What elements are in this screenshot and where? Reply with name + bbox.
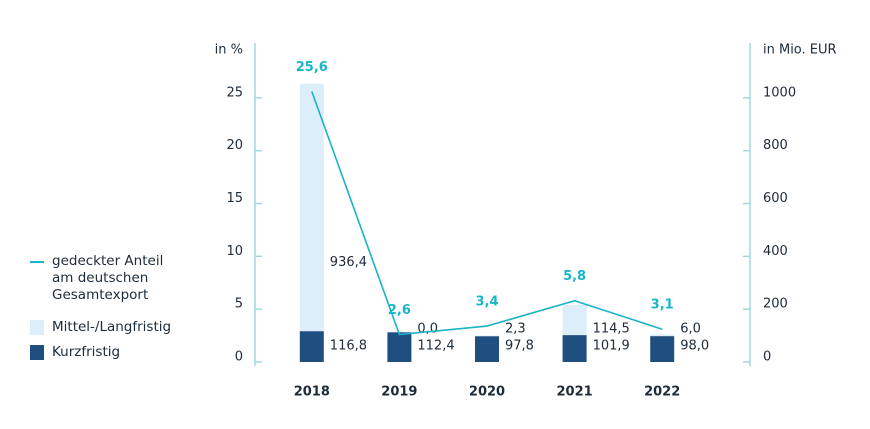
line-value-label: 5,8: [563, 269, 586, 284]
bar: [650, 336, 675, 362]
line: [311, 91, 663, 336]
value-label: 101,9: [593, 339, 630, 354]
legend-swatch: [30, 261, 44, 263]
value-label: 936,4: [330, 255, 367, 270]
y2-tick-label: 1000: [763, 85, 796, 100]
value-label: 6,0: [680, 322, 701, 337]
value-label: 97,8: [505, 339, 534, 354]
bar: [387, 332, 412, 362]
line-value-label: 3,1: [651, 298, 674, 313]
line-value-label: 25,6: [296, 60, 328, 75]
bar: [562, 304, 587, 336]
y-tick-label: 0: [235, 350, 243, 365]
y2-tick-label: 0: [763, 350, 771, 365]
x-tick-label: 2020: [469, 385, 505, 400]
y2-axis-label: in Mio. EUR: [763, 43, 837, 58]
y2-tick-label: 600: [763, 191, 788, 206]
y-tick-label: 20: [226, 138, 243, 153]
y-tick-label: 25: [226, 85, 243, 100]
bar: [562, 335, 587, 362]
bar: [475, 335, 499, 337]
value-label: 112,4: [417, 339, 454, 354]
value-label: 116,8: [330, 339, 367, 354]
legend-label: gedeckter Anteil am deutschen Gesamtexpo…: [52, 253, 164, 303]
legend-item: Mittel-/Langfristig: [30, 319, 222, 336]
bar: [650, 334, 675, 337]
y-tick-label: 15: [226, 191, 243, 206]
legend-label: Kurzfristig: [52, 344, 121, 360]
line-value-label: 3,4: [475, 295, 498, 310]
bar: [299, 331, 324, 362]
value-label: 0,0: [417, 322, 438, 337]
y2-tick-label: 400: [763, 244, 788, 259]
y2-tick-label: 200: [763, 297, 788, 312]
bar: [475, 336, 499, 362]
y2-tick-label: 800: [763, 138, 788, 153]
value-label: 98,0: [680, 339, 709, 354]
line-value-label: 2,6: [388, 303, 411, 318]
y-tick-label: 10: [226, 244, 243, 259]
y-axis-label: in %: [215, 43, 243, 58]
y-tick-label: 5: [235, 297, 243, 312]
legend-item: gedeckter Anteil am deutschen Gesamtexpo…: [30, 253, 172, 304]
legend-swatch: [30, 320, 44, 335]
legend-item: Kurzfristig: [30, 344, 222, 361]
bar: [299, 83, 324, 332]
x-tick-label: 2018: [294, 385, 330, 400]
x-tick-label: 2022: [644, 385, 680, 400]
x-tick-label: 2019: [381, 385, 417, 400]
x-tick-label: 2021: [557, 385, 593, 400]
value-label: 114,5: [593, 322, 630, 337]
value-label: 2,3: [505, 322, 526, 337]
legend-label: Mittel-/Langfristig: [52, 319, 172, 335]
legend-swatch: [30, 345, 44, 360]
